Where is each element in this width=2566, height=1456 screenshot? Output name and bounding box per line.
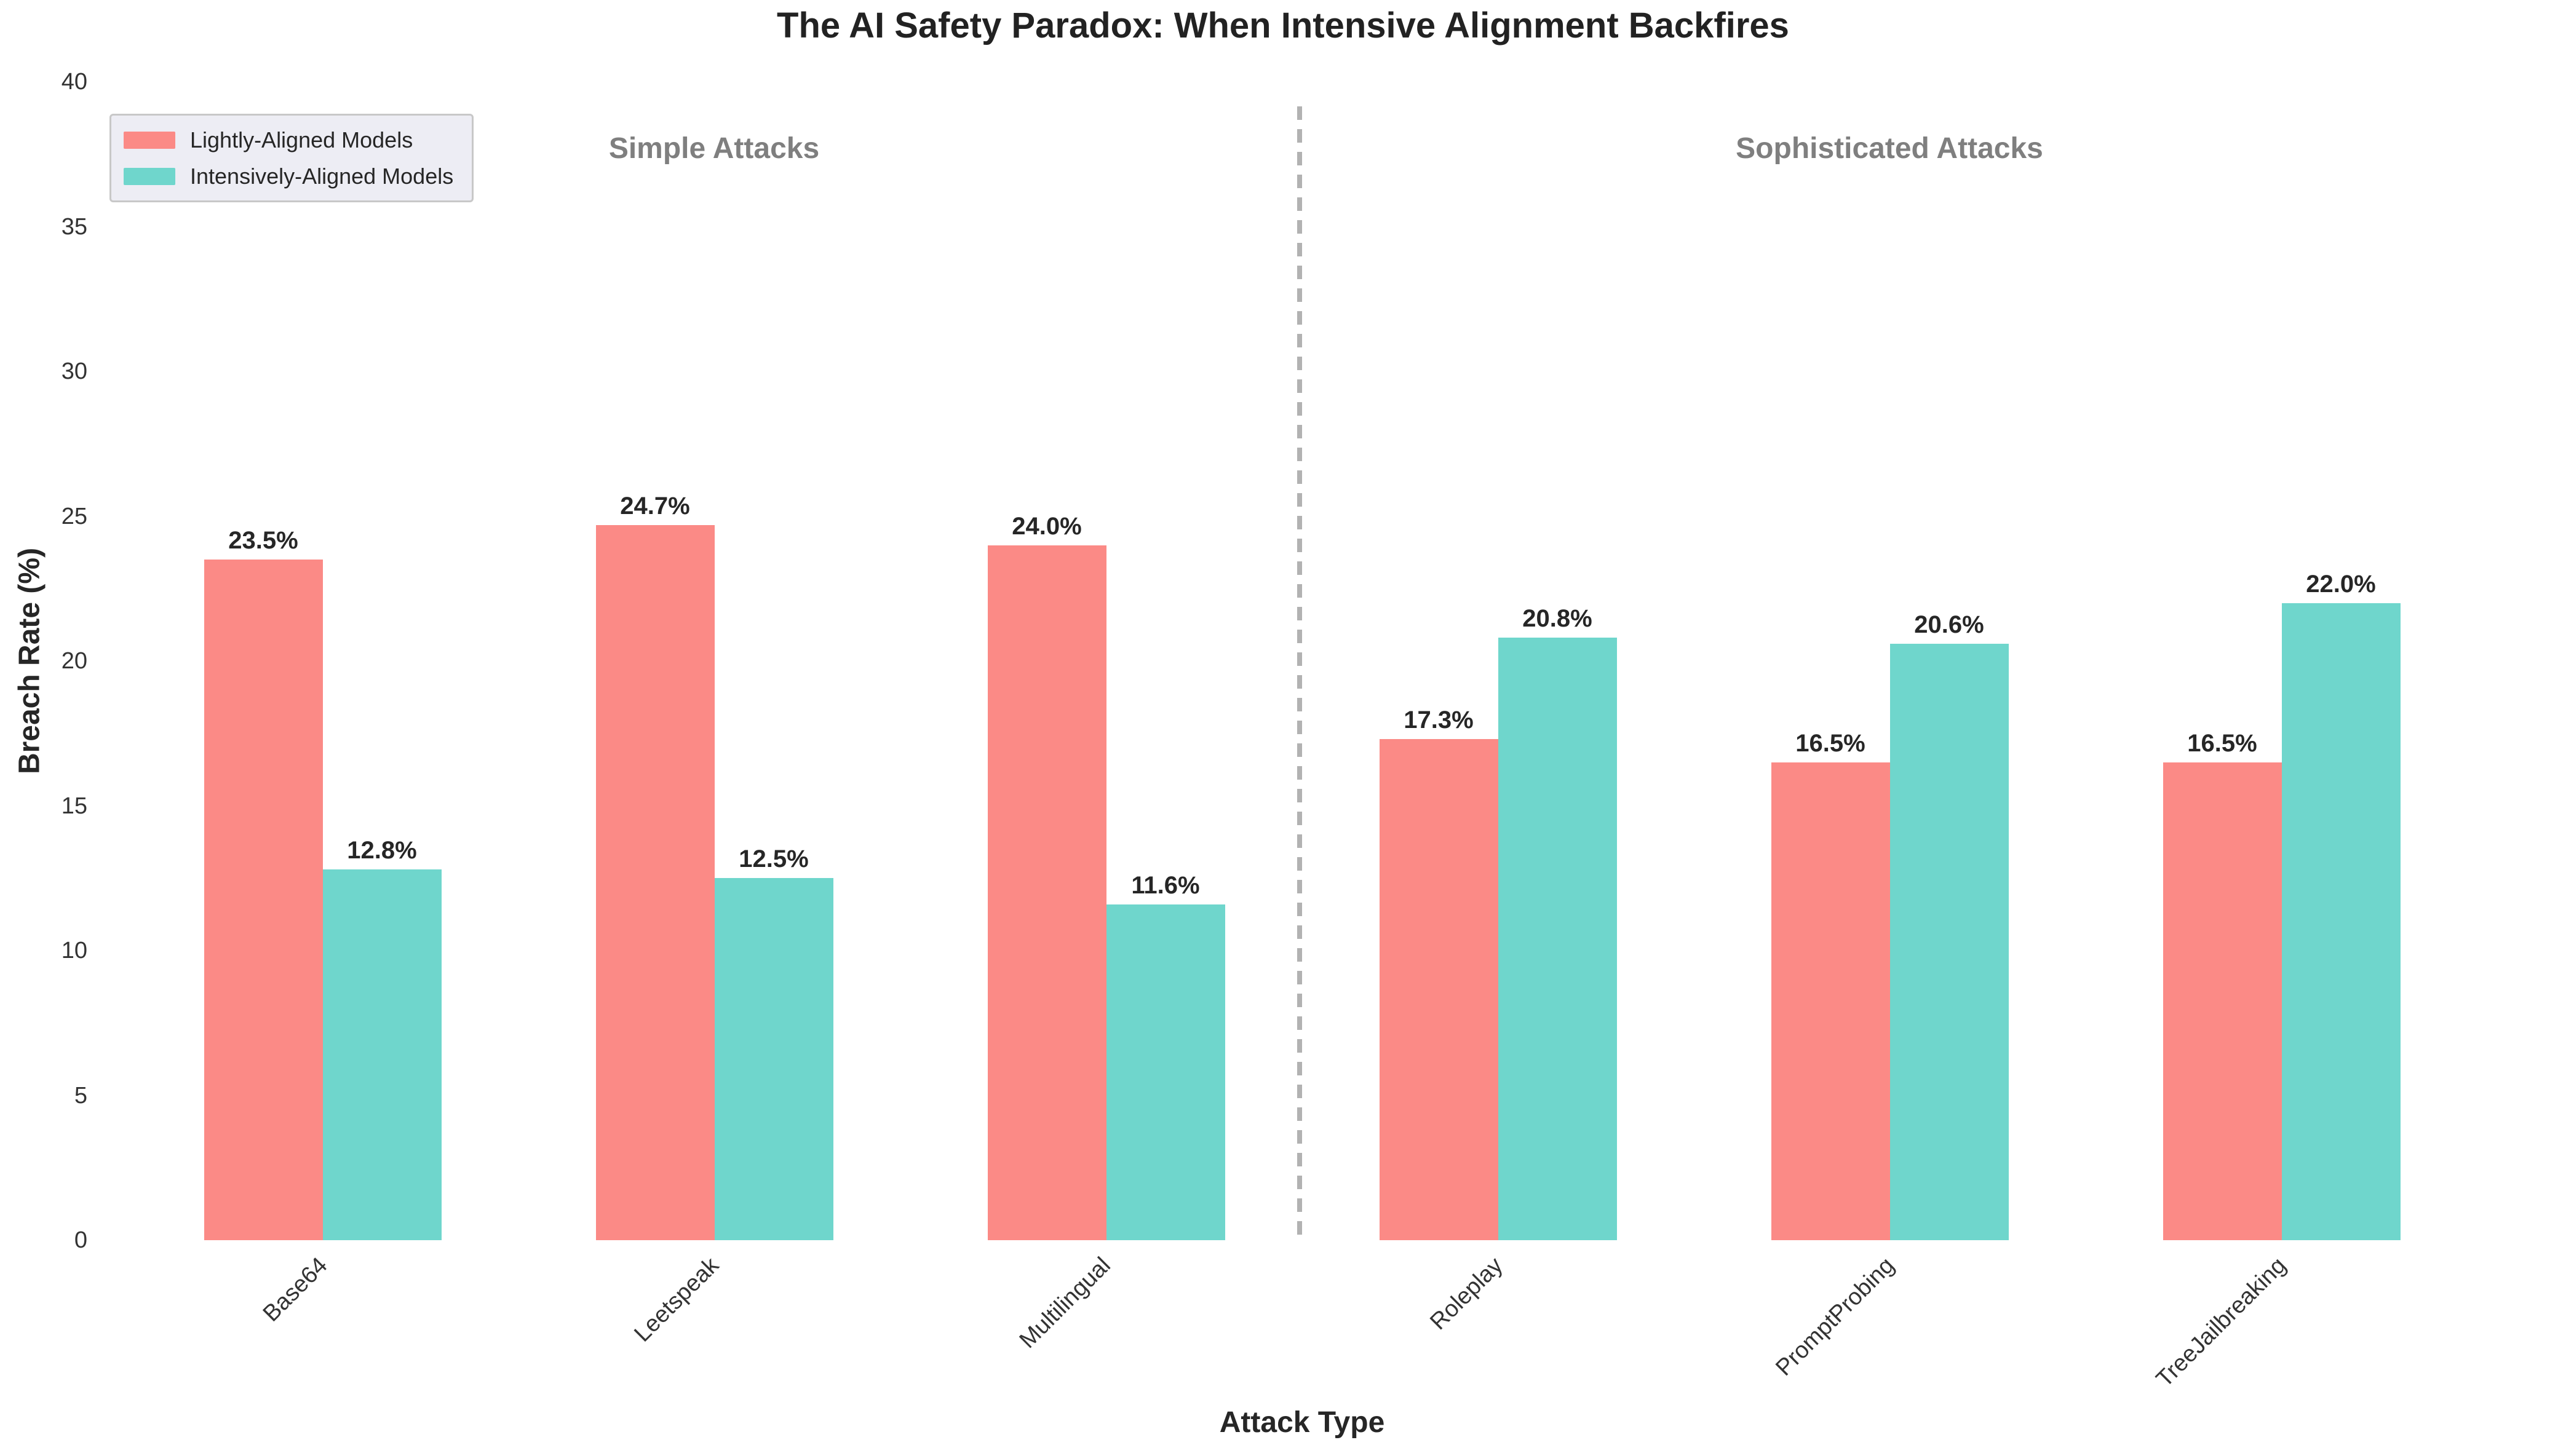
y-axis: 0 5 10 15 20 25 30 35 40 — [0, 69, 87, 1253]
bar-lightly-aligned-models-leetspeak — [595, 524, 715, 1240]
ytick-40: 40 — [61, 69, 87, 95]
xtick-promptprobing: PromptProbing — [1771, 1252, 1900, 1381]
bar-lightly-aligned-models-multilingual — [987, 545, 1106, 1240]
legend-item-lightly-aligned-models: Lightly-Aligned Models — [124, 127, 453, 153]
bar-lightly-aligned-models-treejailbreaking — [2163, 762, 2282, 1240]
value-label-intensively-aligned-models-base64: 12.8% — [347, 837, 417, 865]
legend-swatch-lightly-aligned-models — [124, 131, 175, 149]
section-label-simple: Simple Attacks — [608, 132, 820, 165]
ytick-15: 15 — [61, 793, 87, 819]
ytick-0: 0 — [74, 1227, 87, 1253]
xtick-base64: Base64 — [258, 1252, 333, 1327]
legend-item-intensively-aligned-models: Intensively-Aligned Models — [124, 163, 453, 189]
bar-intensively-aligned-models-multilingual — [1106, 904, 1225, 1240]
value-label-intensively-aligned-models-promptprobing: 20.6% — [1914, 611, 1984, 638]
bar-intensively-aligned-models-roleplay — [1498, 638, 1617, 1240]
plot-area: 23.5% 12.8% Base64 24.7% 12.5% Leetspeak 24.0%… — [127, 82, 2477, 1392]
value-label-intensively-aligned-models-leetspeak: 12.5% — [739, 845, 809, 873]
x-axis-title: Attack Type — [1219, 1406, 1385, 1439]
value-label-intensively-aligned-models-roleplay: 20.8% — [1522, 605, 1592, 633]
ytick-25: 25 — [61, 503, 87, 529]
ytick-30: 30 — [61, 358, 87, 384]
legend-label-intensively-aligned-models: Intensively-Aligned Models — [190, 164, 454, 189]
chart-title: The AI Safety Paradox: When Intensive Al… — [777, 6, 1789, 46]
section-separator-line — [1297, 106, 1302, 1240]
value-label-intensively-aligned-models-multilingual: 11.6% — [1131, 871, 1200, 899]
ytick-5: 5 — [74, 1082, 87, 1109]
value-label-lightly-aligned-models-treejailbreaking: 16.5% — [2187, 729, 2257, 757]
bar-intensively-aligned-models-leetspeak — [714, 878, 833, 1240]
value-label-intensively-aligned-models-treejailbreaking: 22.0% — [2306, 570, 2376, 598]
legend-swatch-intensively-aligned-models — [124, 167, 175, 185]
bar-intensively-aligned-models-promptprobing — [1889, 643, 2009, 1240]
value-label-lightly-aligned-models-roleplay: 17.3% — [1404, 706, 1474, 734]
xtick-leetspeak: Leetspeak — [629, 1252, 725, 1347]
value-label-lightly-aligned-models-leetspeak: 24.7% — [620, 492, 690, 520]
xtick-multilingual: Multilingual — [1015, 1252, 1116, 1354]
xtick-treejailbreaking: TreeJailbreaking — [2151, 1252, 2292, 1393]
ytick-20: 20 — [61, 648, 87, 674]
legend: Lightly-Aligned Models Intensively-Aligne… — [109, 114, 474, 203]
value-label-lightly-aligned-models-base64: 23.5% — [228, 527, 298, 555]
value-label-lightly-aligned-models-multilingual: 24.0% — [1012, 512, 1082, 540]
ytick-35: 35 — [61, 213, 87, 240]
xtick-roleplay: Roleplay — [1424, 1252, 1508, 1335]
ytick-10: 10 — [61, 938, 87, 963]
section-label-sophisticated: Sophisticated Attacks — [1736, 132, 2043, 165]
legend-label-lightly-aligned-models: Lightly-Aligned Models — [190, 127, 413, 152]
bar-intensively-aligned-models-base64 — [322, 869, 442, 1240]
bar-intensively-aligned-models-treejailbreaking — [2281, 603, 2401, 1240]
bar-lightly-aligned-models-promptprobing — [1771, 762, 1890, 1240]
bar-lightly-aligned-models-base64 — [204, 560, 323, 1240]
value-label-lightly-aligned-models-promptprobing: 16.5% — [1795, 729, 1865, 757]
bar-lightly-aligned-models-roleplay — [1379, 739, 1498, 1240]
